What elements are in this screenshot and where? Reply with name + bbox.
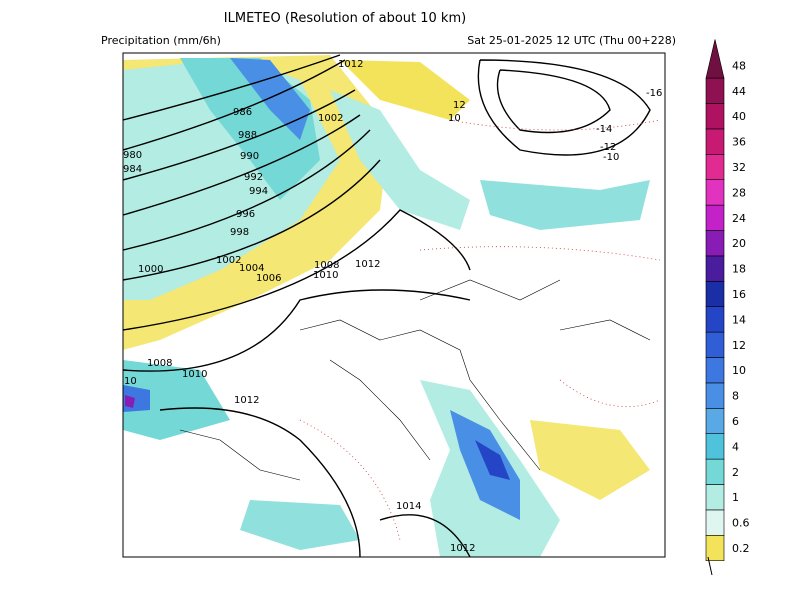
legend-label: 16 — [732, 288, 746, 301]
isobar-label: 1008 — [314, 260, 339, 271]
isobar-label: -10 — [603, 152, 619, 163]
legend-swatch — [705, 534, 725, 561]
legend-swatch — [705, 103, 725, 130]
isobar-label: 994 — [249, 186, 268, 197]
legend-swatch — [705, 128, 725, 155]
legend-swatch — [705, 154, 725, 181]
isobar-label: 1012 — [450, 543, 475, 554]
isobar-label: 996 — [236, 209, 255, 220]
isobar-label: 1010 — [182, 369, 207, 380]
isobar-label: 1010 — [313, 270, 338, 281]
legend-swatch — [705, 230, 725, 257]
legend-swatch — [705, 433, 725, 460]
legend-label: 24 — [732, 212, 746, 225]
legend-swatch — [705, 204, 725, 231]
legend-label: 20 — [732, 237, 746, 250]
isobar-label: 1008 — [147, 358, 172, 369]
legend-label: 44 — [732, 85, 746, 98]
legend-label: 14 — [732, 313, 746, 326]
isobar-label: 1014 — [396, 501, 421, 512]
datetime: Sat 25-01-2025 12 UTC (Thu 00+228) — [467, 34, 676, 47]
map: 1012 1002 986 988 990 992 994 996 998 10… — [122, 52, 666, 558]
isobar-label: 984 — [123, 164, 142, 175]
isobar-label: 998 — [230, 227, 249, 238]
legend-swatch — [705, 331, 725, 358]
legend-swatch — [705, 357, 725, 384]
legend-swatch — [705, 77, 725, 104]
isobar-label: 1012 — [338, 59, 363, 70]
legend-label: 48 — [732, 59, 746, 72]
legend-swatch — [705, 382, 725, 409]
legend-label: 0.2 — [732, 542, 750, 555]
isobar-label: 1004 — [239, 263, 264, 274]
legend-swatch — [705, 255, 725, 282]
isobar-label: 992 — [244, 172, 263, 183]
legend-label: 0.6 — [732, 517, 750, 530]
legend-swatch — [705, 509, 725, 536]
isobar-label: 10 — [448, 113, 461, 124]
legend-label: 36 — [732, 136, 746, 149]
isobar-label: 986 — [233, 107, 252, 118]
isobar-label: 988 — [238, 130, 257, 141]
legend-swatch — [705, 458, 725, 485]
isobar-label: 1012 — [234, 395, 259, 406]
legend-label: 40 — [732, 110, 746, 123]
legend-tail — [707, 556, 713, 576]
legend-label: 18 — [732, 263, 746, 276]
legend-label: 12 — [732, 339, 746, 352]
variable: Precipitation (mm/6h) — [101, 34, 221, 47]
legend-arrow — [705, 39, 725, 79]
isobar-label: 1000 — [138, 264, 163, 275]
legend-label: 28 — [732, 186, 746, 199]
isobar-label: -14 — [596, 124, 612, 135]
legend-label: 8 — [732, 390, 739, 403]
isobar-label: 1006 — [256, 273, 281, 284]
legend-swatch — [705, 179, 725, 206]
legend-label: 2 — [732, 466, 739, 479]
isobar-label: 10 — [124, 376, 137, 387]
isobar-label: 980 — [123, 150, 142, 161]
legend-label: 1 — [732, 491, 739, 504]
legend-label: 6 — [732, 415, 739, 428]
isobar-label: 12 — [453, 100, 466, 111]
isobar-label: -12 — [600, 142, 616, 153]
legend-swatch — [705, 484, 725, 511]
isobar-label: 990 — [240, 151, 259, 162]
isobar-label: 1002 — [216, 255, 241, 266]
legend-label: 32 — [732, 161, 746, 174]
isobar-label: 1002 — [318, 113, 343, 124]
isobar-label: 1012 — [355, 259, 380, 270]
legend-swatch — [705, 306, 725, 333]
legend-label: 4 — [732, 440, 739, 453]
legend-swatch — [705, 407, 725, 434]
isobar-label: -16 — [646, 88, 662, 99]
legend-swatch — [705, 280, 725, 307]
title: ILMETEO (Resolution of about 10 km) — [224, 11, 466, 26]
legend-label: 10 — [732, 364, 746, 377]
